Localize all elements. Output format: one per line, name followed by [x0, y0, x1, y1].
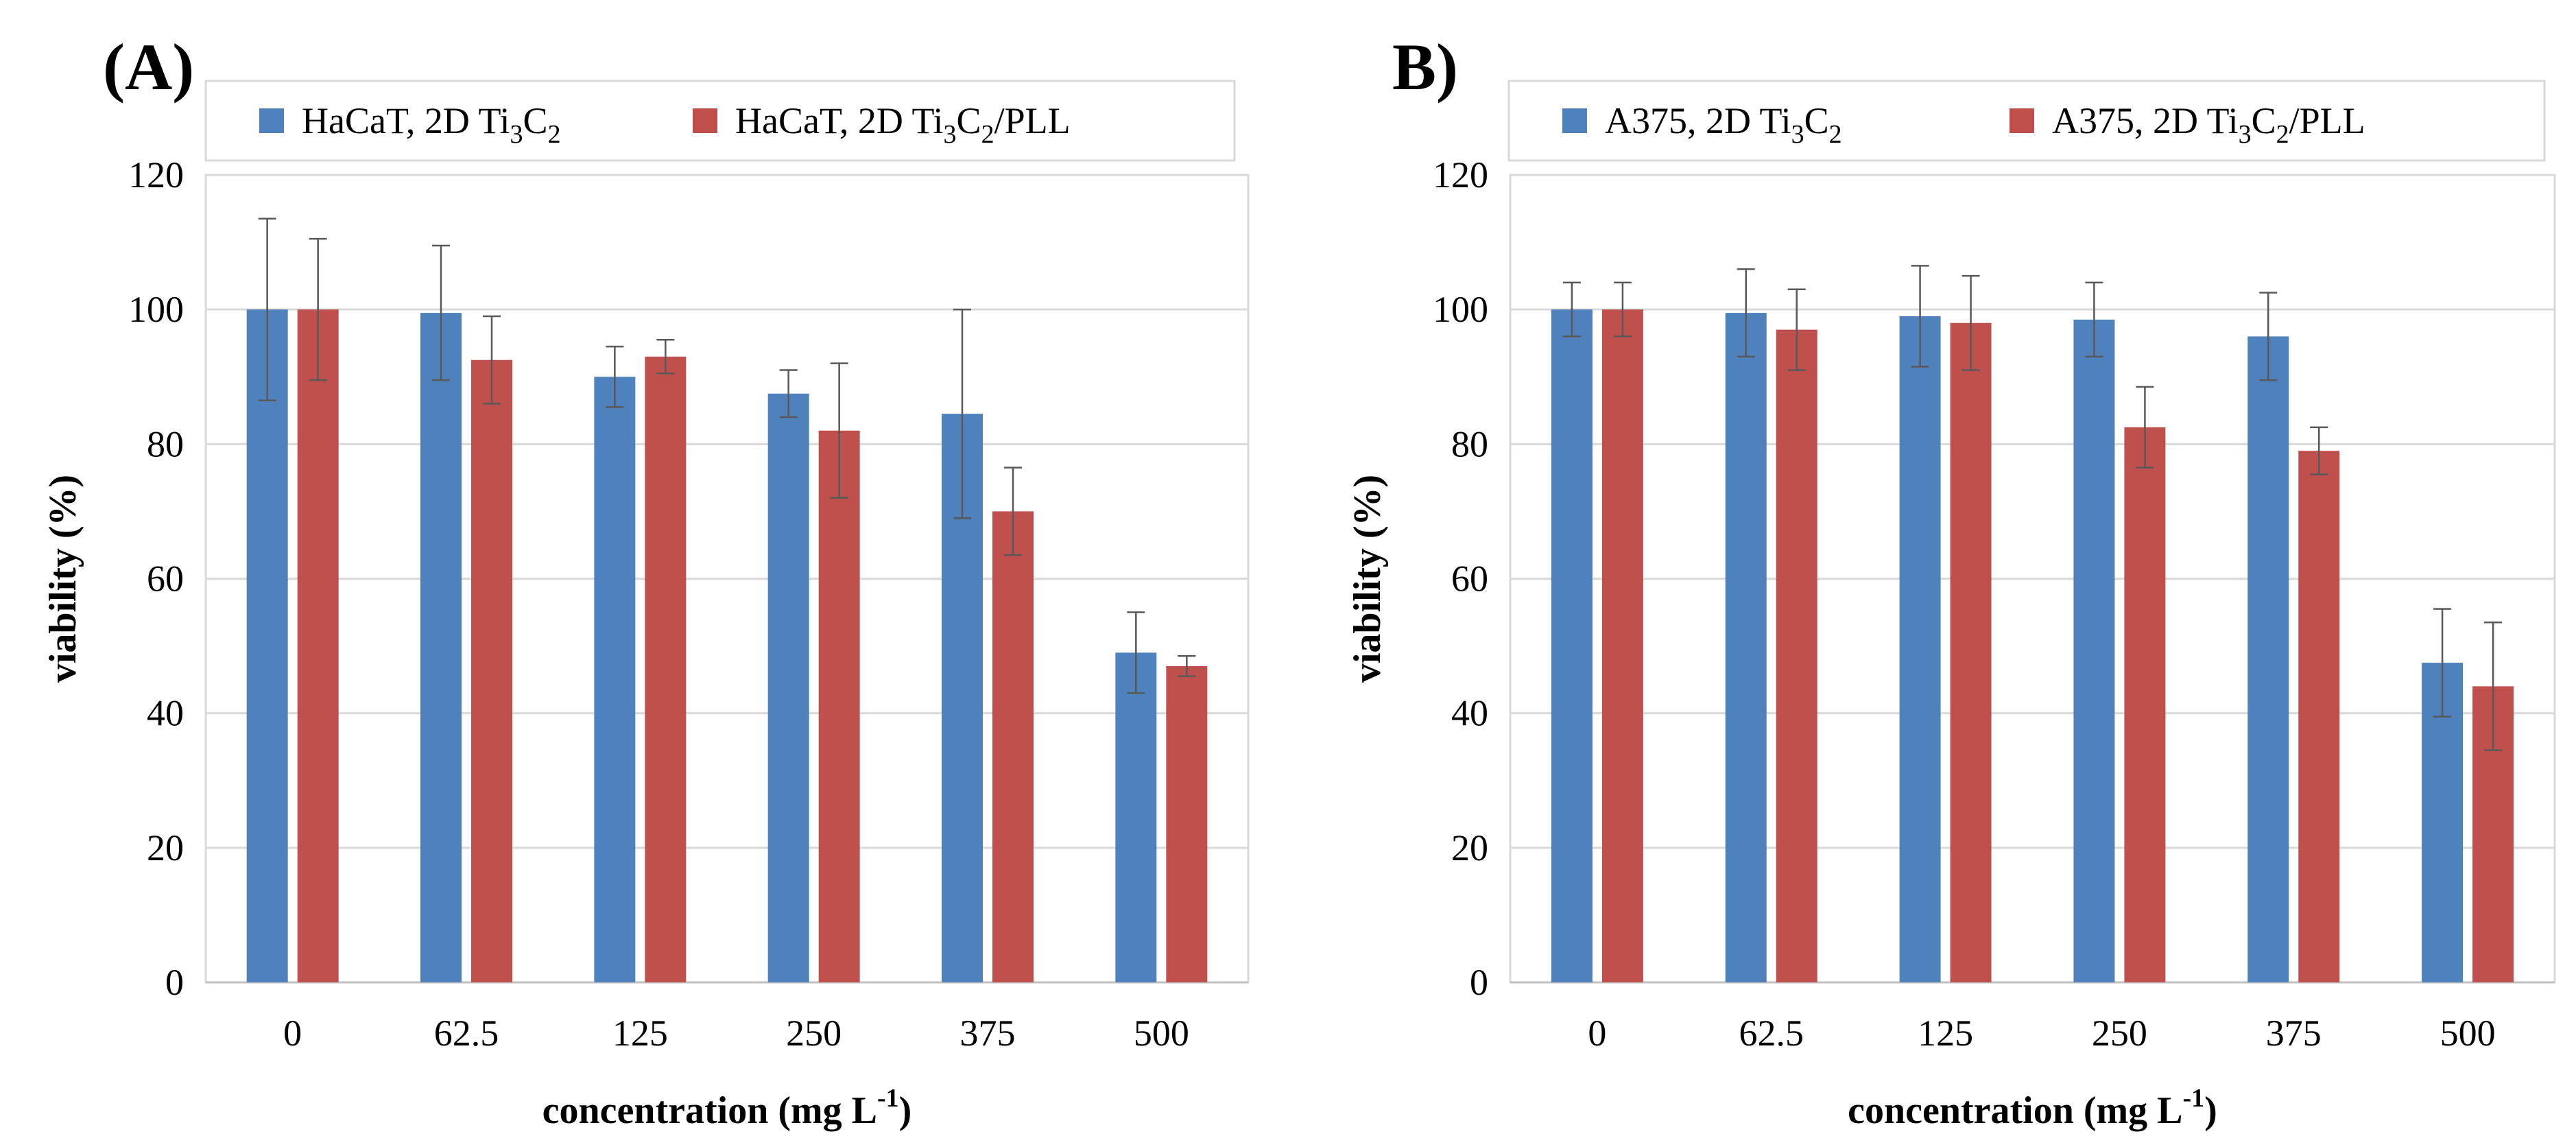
x-tick-label: 250: [786, 1013, 842, 1054]
bar-1-1: [471, 359, 512, 982]
bar-0-1: [1725, 313, 1767, 983]
x-tick-label: 125: [1918, 1013, 1973, 1054]
y-tick-label: 60: [147, 558, 184, 600]
bar-0-3: [2073, 319, 2115, 983]
bar-1-4: [2298, 451, 2340, 982]
legend-swatch-0: [1562, 108, 1587, 133]
y-tick-label: 0: [165, 962, 184, 1003]
x-tick-label: 0: [283, 1013, 302, 1054]
y-tick-label: 120: [128, 154, 184, 196]
legend-label-1: A375, 2D Ti3C2/PLL: [2052, 100, 2365, 149]
bar-1-3: [818, 430, 860, 982]
legend: HaCaT, 2D Ti3C2 HaCaT, 2D Ti3C2/PLL: [204, 80, 1236, 162]
y-tick-label: 40: [1451, 693, 1488, 734]
legend-label-0: A375, 2D Ti3C2: [1605, 100, 1842, 149]
bar-0-2: [594, 377, 636, 982]
legend: A375, 2D Ti3C2 A375, 2D Ti3C2/PLL: [1507, 80, 2546, 162]
bar-0-5: [1115, 652, 1157, 982]
y-tick-label: 40: [147, 693, 184, 734]
legend-box: [204, 80, 1236, 162]
bar-1-1: [1776, 329, 1817, 982]
bar-0-2: [1899, 316, 1941, 983]
x-tick-label: 0: [1588, 1013, 1606, 1054]
bar-1-0: [1601, 309, 1643, 983]
bar-1-2: [645, 356, 687, 982]
x-tick-label: 500: [1134, 1013, 1189, 1054]
bar-0-4: [2247, 336, 2289, 982]
x-tick-label: 375: [2266, 1013, 2322, 1054]
legend-label-1: HaCaT, 2D Ti3C2/PLL: [735, 100, 1071, 149]
y-tick-label: 120: [1433, 154, 1488, 196]
legend-swatch-1: [693, 108, 717, 133]
bar-0-0: [1551, 309, 1593, 983]
y-tick-label: 80: [1451, 423, 1488, 464]
bar-1-5: [1166, 666, 1208, 982]
chart-panel-0: (A) 0 20 40 60 80 100 120 0 62.5 125 250 375 500 conce…: [42, 30, 1250, 1132]
x-axis-title: concentration (mg L-1): [1848, 1084, 2217, 1132]
chart-panel-1: B) 0 20 40 60 80 100 120 0 62.5 125 250 375 500 concen…: [1346, 30, 2556, 1132]
y-tick-label: 20: [1451, 827, 1488, 868]
panel-label: (A): [103, 30, 194, 104]
bar-1-0: [297, 309, 339, 983]
y-tick-label: 100: [128, 289, 184, 330]
bar-0-3: [767, 393, 809, 982]
bar-0-0: [246, 309, 288, 983]
y-tick-label: 0: [1470, 962, 1488, 1003]
y-tick-label: 100: [1433, 289, 1488, 330]
legend-label-0: HaCaT, 2D Ti3C2: [302, 100, 561, 149]
bar-1-2: [1950, 322, 1992, 982]
legend-swatch-0: [259, 108, 284, 133]
x-tick-label: 62.5: [434, 1013, 499, 1054]
y-tick-label: 20: [147, 827, 184, 868]
x-axis-title: concentration (mg L-1): [542, 1084, 912, 1132]
bar-1-3: [2124, 427, 2166, 982]
y-tick-label: 80: [147, 423, 184, 464]
x-tick-label: 500: [2440, 1013, 2496, 1054]
x-tick-label: 125: [612, 1013, 668, 1054]
x-tick-label: 375: [960, 1013, 1016, 1054]
legend-swatch-1: [2009, 108, 2034, 133]
bar-0-1: [420, 313, 462, 983]
x-tick-label: 250: [2092, 1013, 2147, 1054]
y-axis-title: viability (%): [1346, 475, 1389, 683]
x-tick-label: 62.5: [1739, 1013, 1804, 1054]
y-axis-title: viability (%): [42, 475, 84, 683]
y-tick-label: 60: [1451, 558, 1488, 600]
panel-label: B): [1392, 30, 1458, 104]
bar-1-4: [992, 511, 1034, 982]
